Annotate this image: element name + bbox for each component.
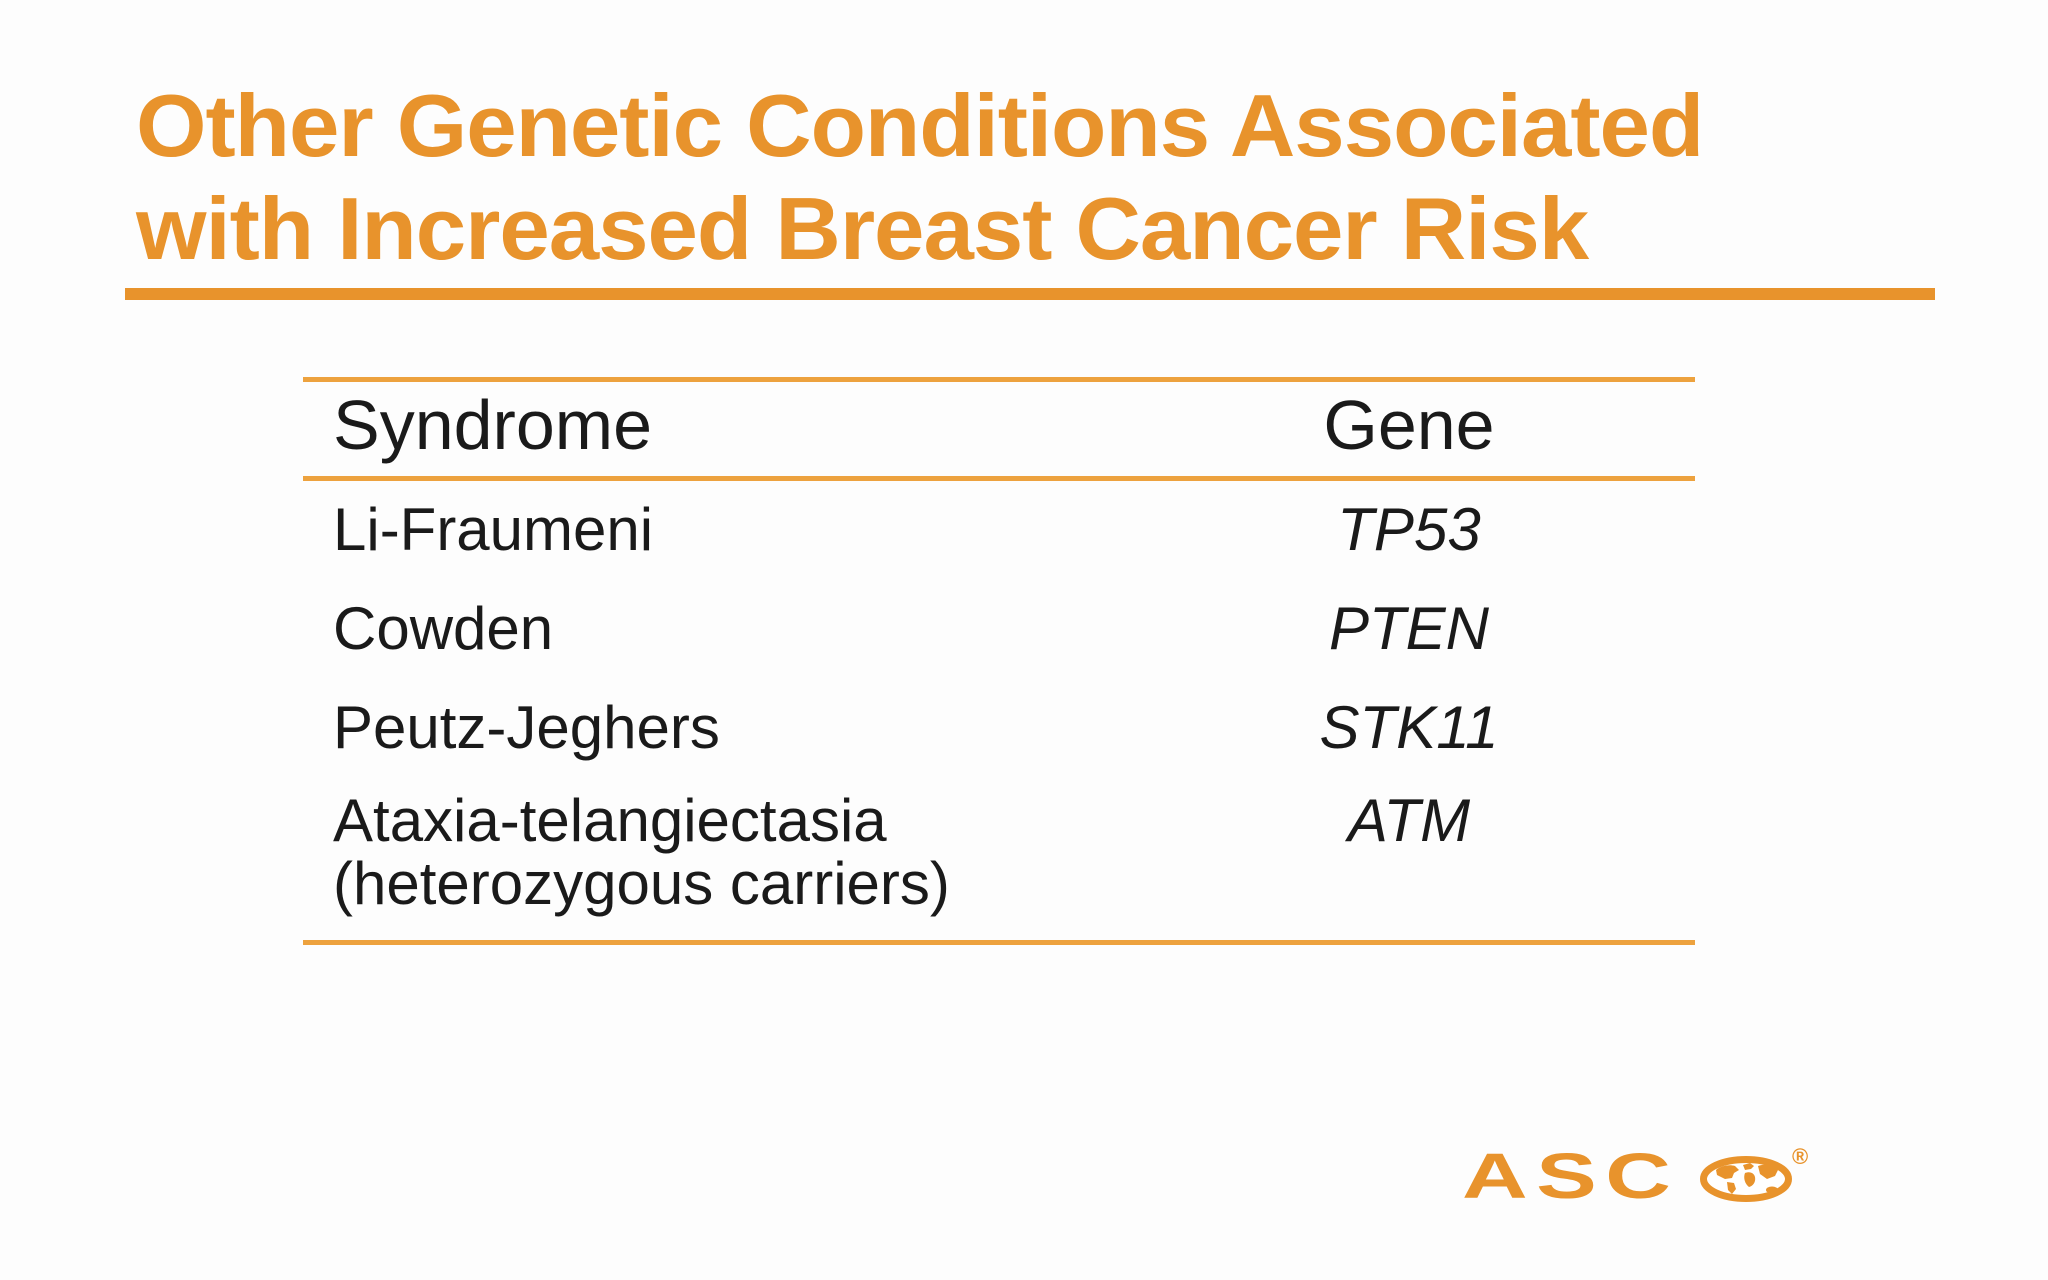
- title-underline: [125, 288, 1935, 300]
- table-header-rule: [303, 476, 1695, 481]
- table-cell-syndrome-0: Li-Fraumeni: [333, 496, 654, 563]
- table-top-rule: [303, 377, 1695, 382]
- page-title-line-2: with Increased Breast Cancer Risk: [136, 179, 1589, 278]
- column-header-gene: Gene: [1323, 386, 1495, 464]
- table-cell-gene-3: ATM: [1347, 787, 1471, 854]
- table-cell-gene-0: TP53: [1337, 496, 1481, 563]
- table-cell-gene-1: PTEN: [1328, 595, 1490, 662]
- table-cell-syndrome-3: Ataxia-telangiectasia: [333, 787, 887, 854]
- registered-trademark: ®: [1792, 1144, 1809, 1169]
- page-title-line-1: Other Genetic Conditions Associated: [136, 76, 1704, 175]
- table-cell-gene-2: STK11: [1319, 694, 1499, 761]
- table-cell-syndrome-2: Peutz-Jeghers: [333, 694, 720, 761]
- globe-icon: [1700, 1156, 1792, 1207]
- table-bottom-rule: [303, 940, 1695, 945]
- column-header-syndrome: Syndrome: [333, 386, 653, 464]
- table-cell-syndrome-1: Cowden: [333, 595, 554, 662]
- asco-wordmark: ASC: [1462, 1140, 1680, 1212]
- table-cell-syndrome-3-note: (heterozygous carriers): [333, 850, 950, 917]
